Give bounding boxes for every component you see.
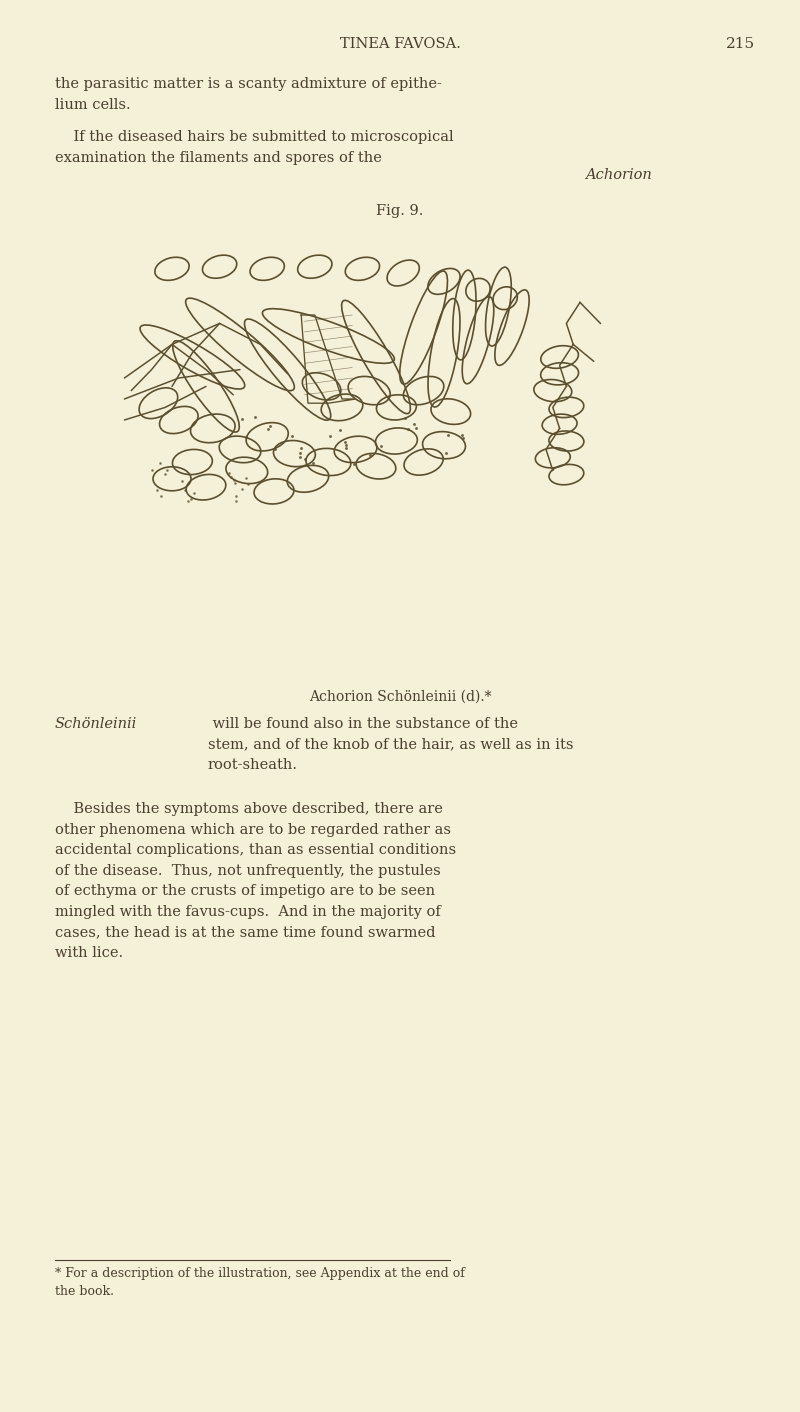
Text: 215: 215 — [726, 37, 755, 51]
Text: Besides the symptoms above described, there are
other phenomena which are to be : Besides the symptoms above described, th… — [55, 802, 456, 960]
Text: Achorion: Achorion — [585, 168, 652, 182]
Text: will be found also in the substance of the
stem, and of the knob of the hair, as: will be found also in the substance of t… — [208, 717, 574, 772]
Text: Fig. 9.: Fig. 9. — [376, 203, 424, 217]
Text: Achorion Schönleinii (d).*: Achorion Schönleinii (d).* — [309, 690, 491, 705]
Text: If the diseased hairs be submitted to microscopical
examination the filaments an: If the diseased hairs be submitted to mi… — [55, 130, 454, 165]
Text: the parasitic matter is a scanty admixture of epithe-
lium cells.: the parasitic matter is a scanty admixtu… — [55, 78, 442, 112]
Text: Schönleinii: Schönleinii — [55, 717, 138, 731]
Text: * For a description of the illustration, see Appendix at the end of
the book.: * For a description of the illustration,… — [55, 1267, 465, 1298]
Text: TINEA FAVOSA.: TINEA FAVOSA. — [339, 37, 461, 51]
